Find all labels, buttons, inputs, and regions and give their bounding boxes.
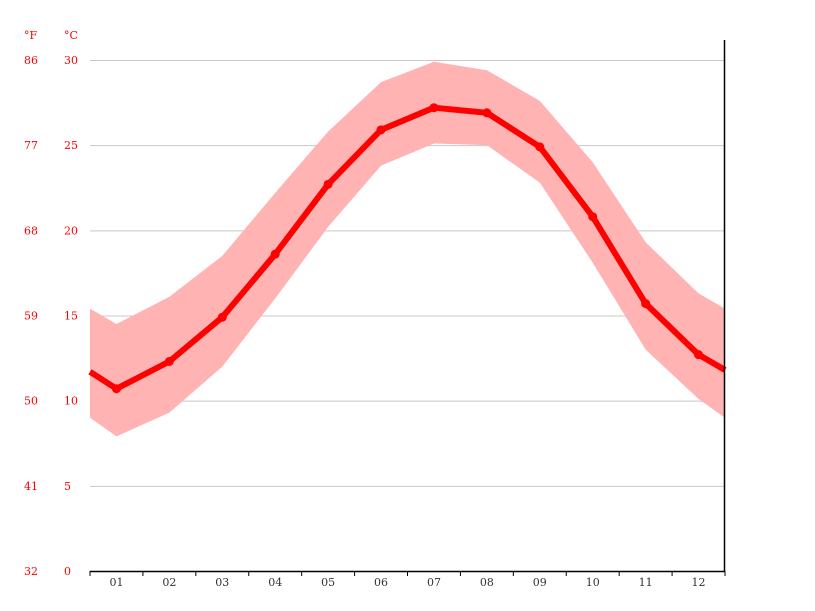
min-max-temperature-band [90,61,725,437]
x-tick-label: 06 [374,576,388,589]
avg-temp-marker [270,249,280,259]
avg-temp-marker [217,312,227,322]
x-tick-label: 05 [321,576,335,589]
y-axis-celsius-labels: 30 25 20 15 10 5 0 [64,54,78,578]
x-tick-label: 10 [586,576,600,589]
avg-temp-marker [641,299,651,309]
y-axis-fahrenheit-labels: 86 77 68 59 50 41 32 [24,54,38,578]
x-tick-label: 04 [268,576,282,589]
x-tick-label: 12 [692,576,706,589]
celsius-unit-label: °C [64,29,78,42]
x-tick-label: 03 [215,576,229,589]
y-tick-label-f: 77 [24,139,38,152]
y-tick-label-c: 5 [64,480,71,493]
y-tick-label-f: 86 [24,54,38,67]
avg-temp-marker [323,179,333,189]
y-tick-label-f: 32 [24,565,38,578]
avg-temp-marker [588,212,598,222]
x-tick-label: 11 [639,576,653,589]
x-tick-label: 02 [162,576,176,589]
average-temperature-markers [111,103,704,394]
avg-temp-marker [535,142,545,152]
y-tick-label-c: 0 [64,565,71,578]
average-temperature-line [88,104,727,392]
y-tick-label-c: 10 [64,395,78,408]
avg-temp-marker [482,108,492,118]
y-tick-label-c: 25 [64,139,78,152]
x-axis-ticks [89,571,726,576]
y-tick-label-f: 68 [24,224,38,237]
x-tick-label: 08 [480,576,494,589]
y-tick-label-f: 41 [24,480,38,493]
fahrenheit-unit-label: °F [24,29,38,42]
y-tick-label-f: 59 [24,310,38,323]
y-tick-label-f: 50 [24,395,38,408]
x-axis-month-labels: 01 02 03 04 05 06 07 08 09 10 11 12 [109,576,705,589]
y-tick-label-c: 30 [64,54,78,67]
y-tick-label-c: 20 [64,224,78,237]
avg-temp-marker [111,384,121,394]
avg-temp-marker [694,350,704,360]
y-tick-label-c: 15 [64,310,78,323]
avg-temp-marker [164,356,174,366]
avg-temp-marker [429,103,439,113]
x-tick-label: 09 [533,576,547,589]
x-tick-label: 07 [427,576,441,589]
x-tick-label: 01 [109,576,123,589]
avg-temp-marker [376,125,386,135]
